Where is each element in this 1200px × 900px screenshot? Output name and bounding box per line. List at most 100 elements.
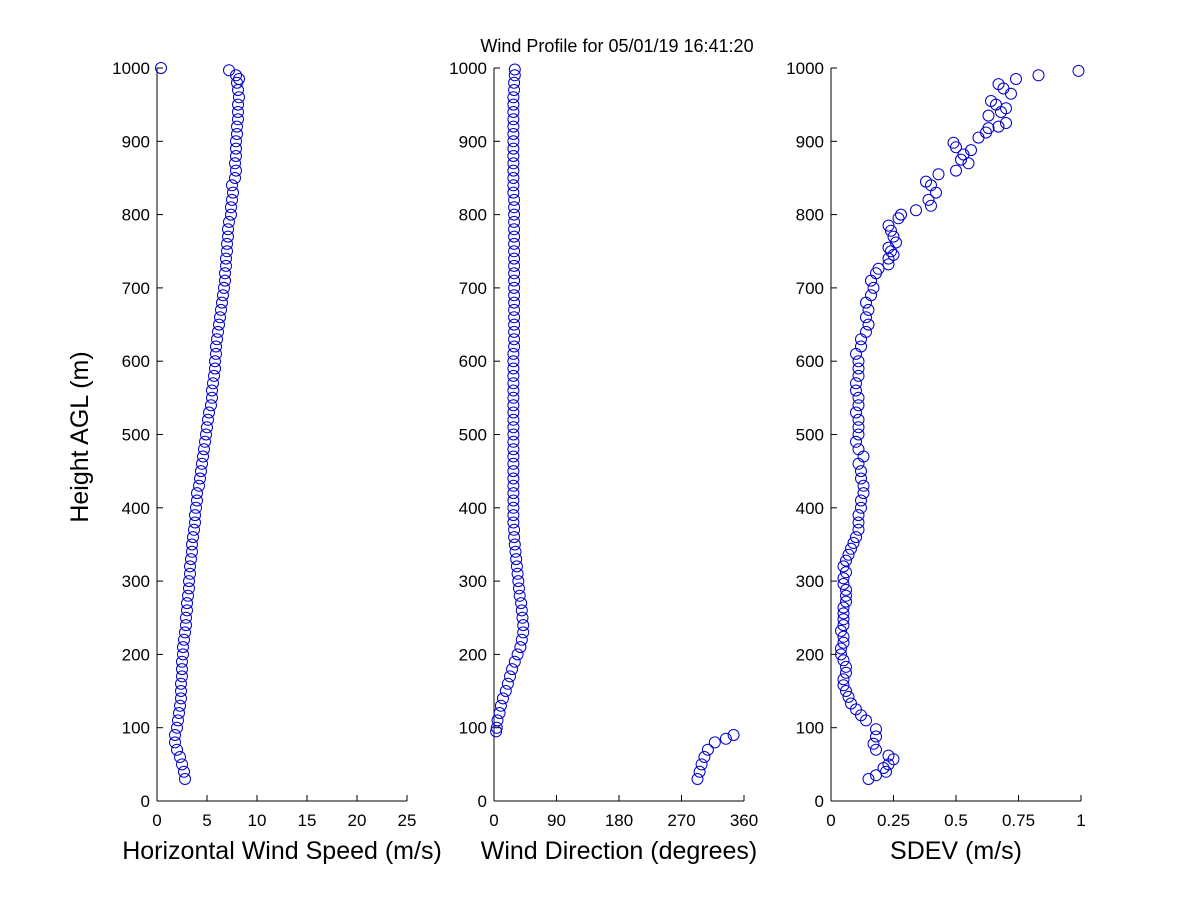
data-point-speed bbox=[229, 172, 241, 184]
data-point-speed bbox=[177, 641, 189, 654]
data-point-direction bbox=[507, 443, 520, 456]
data-point-sdev bbox=[857, 450, 870, 463]
data-point-sdev bbox=[985, 95, 997, 107]
data-point-sdev bbox=[845, 542, 857, 555]
y-tick-label: 100 bbox=[122, 719, 150, 738]
data-point-direction bbox=[508, 267, 521, 280]
data-point-speed bbox=[222, 230, 234, 243]
data-point-direction bbox=[507, 384, 520, 397]
x-tick-label: 180 bbox=[605, 811, 633, 830]
data-point-speed bbox=[232, 106, 244, 118]
data-point-direction bbox=[499, 685, 512, 697]
data-point-direction bbox=[513, 582, 525, 595]
data-point-speed bbox=[175, 677, 187, 690]
data-point-sdev bbox=[865, 274, 877, 287]
y-tick-label: 0 bbox=[815, 792, 824, 811]
data-point-direction bbox=[510, 553, 523, 566]
data-point-direction bbox=[507, 391, 520, 404]
data-point-speed bbox=[198, 443, 210, 456]
data-point-sdev bbox=[992, 78, 1005, 91]
data-point-sdev bbox=[850, 347, 862, 360]
data-point-sdev bbox=[837, 654, 850, 667]
data-point-speed bbox=[188, 523, 200, 536]
data-point-sdev bbox=[857, 487, 870, 500]
data-point-speed bbox=[210, 347, 222, 360]
data-point-sdev bbox=[840, 589, 852, 602]
data-point-speed bbox=[171, 721, 183, 734]
data-point-sdev bbox=[860, 325, 872, 338]
data-point-speed bbox=[184, 560, 196, 573]
data-point-direction bbox=[507, 186, 520, 199]
data-point-sdev bbox=[965, 144, 977, 157]
data-point-sdev bbox=[862, 303, 875, 316]
data-point-sdev bbox=[850, 377, 862, 390]
y-tick-label: 600 bbox=[459, 352, 487, 371]
data-point-sdev bbox=[870, 743, 882, 756]
data-point-speed bbox=[210, 340, 222, 353]
data-point-sdev bbox=[837, 560, 850, 573]
data-point-speed bbox=[232, 98, 244, 111]
data-point-sdev bbox=[855, 472, 867, 485]
data-point-sdev bbox=[882, 749, 895, 762]
data-point-speed bbox=[183, 582, 195, 595]
data-point-direction bbox=[508, 296, 521, 309]
data-point-speed bbox=[191, 494, 203, 507]
data-point-direction bbox=[508, 274, 521, 287]
data-point-direction bbox=[507, 150, 520, 162]
data-point-sdev bbox=[1005, 87, 1017, 100]
data-point-sdev bbox=[860, 296, 872, 309]
data-point-direction bbox=[508, 193, 521, 206]
data-point-speed bbox=[155, 62, 167, 74]
data-point-direction bbox=[509, 545, 522, 558]
data-point-speed bbox=[220, 252, 232, 265]
data-point-direction bbox=[507, 435, 520, 448]
data-point-speed bbox=[206, 384, 218, 397]
data-point-speed bbox=[217, 289, 229, 302]
y-tick-label: 800 bbox=[122, 206, 150, 225]
data-point-direction bbox=[507, 369, 520, 382]
data-point-direction bbox=[507, 347, 520, 360]
data-point-direction bbox=[507, 465, 520, 478]
data-point-direction bbox=[507, 516, 520, 529]
y-tick-label: 300 bbox=[796, 572, 824, 591]
data-point-direction bbox=[490, 721, 503, 734]
data-point-sdev bbox=[852, 355, 865, 368]
data-point-speed bbox=[202, 413, 214, 426]
data-point-direction bbox=[493, 707, 506, 719]
data-point-speed bbox=[175, 692, 187, 705]
y-tick-label: 500 bbox=[122, 426, 150, 445]
data-point-direction bbox=[494, 699, 507, 712]
y-tick-label: 800 bbox=[796, 206, 824, 225]
data-point-sdev bbox=[837, 636, 850, 649]
data-point-direction bbox=[508, 245, 521, 258]
data-point-speed bbox=[200, 428, 212, 441]
data-point-sdev bbox=[847, 537, 860, 549]
data-point-speed bbox=[191, 487, 203, 500]
data-point-sdev bbox=[852, 362, 865, 375]
data-point-speed bbox=[209, 362, 221, 375]
data-point-direction bbox=[517, 619, 530, 632]
data-point-sdev bbox=[837, 578, 850, 590]
data-point-speed bbox=[233, 91, 245, 104]
data-point-sdev bbox=[842, 690, 855, 703]
data-point-speed bbox=[205, 399, 217, 412]
y-tick-label: 1000 bbox=[786, 59, 824, 78]
data-point-direction bbox=[507, 509, 520, 522]
data-point-sdev bbox=[862, 318, 875, 331]
data-point-sdev bbox=[852, 399, 865, 412]
data-point-direction bbox=[504, 670, 516, 683]
data-point-sdev bbox=[932, 168, 945, 181]
data-point-sdev bbox=[867, 281, 880, 294]
data-point-sdev bbox=[837, 679, 850, 692]
data-point-sdev bbox=[1032, 69, 1045, 82]
data-point-speed bbox=[169, 729, 181, 741]
data-point-sdev bbox=[930, 186, 942, 199]
data-point-sdev bbox=[890, 236, 902, 249]
data-point-speed bbox=[216, 296, 228, 309]
data-point-direction bbox=[512, 575, 525, 588]
data-point-sdev bbox=[882, 258, 895, 271]
data-point-speed bbox=[186, 538, 198, 551]
data-point-speed bbox=[225, 208, 237, 221]
data-point-speed bbox=[176, 655, 188, 668]
